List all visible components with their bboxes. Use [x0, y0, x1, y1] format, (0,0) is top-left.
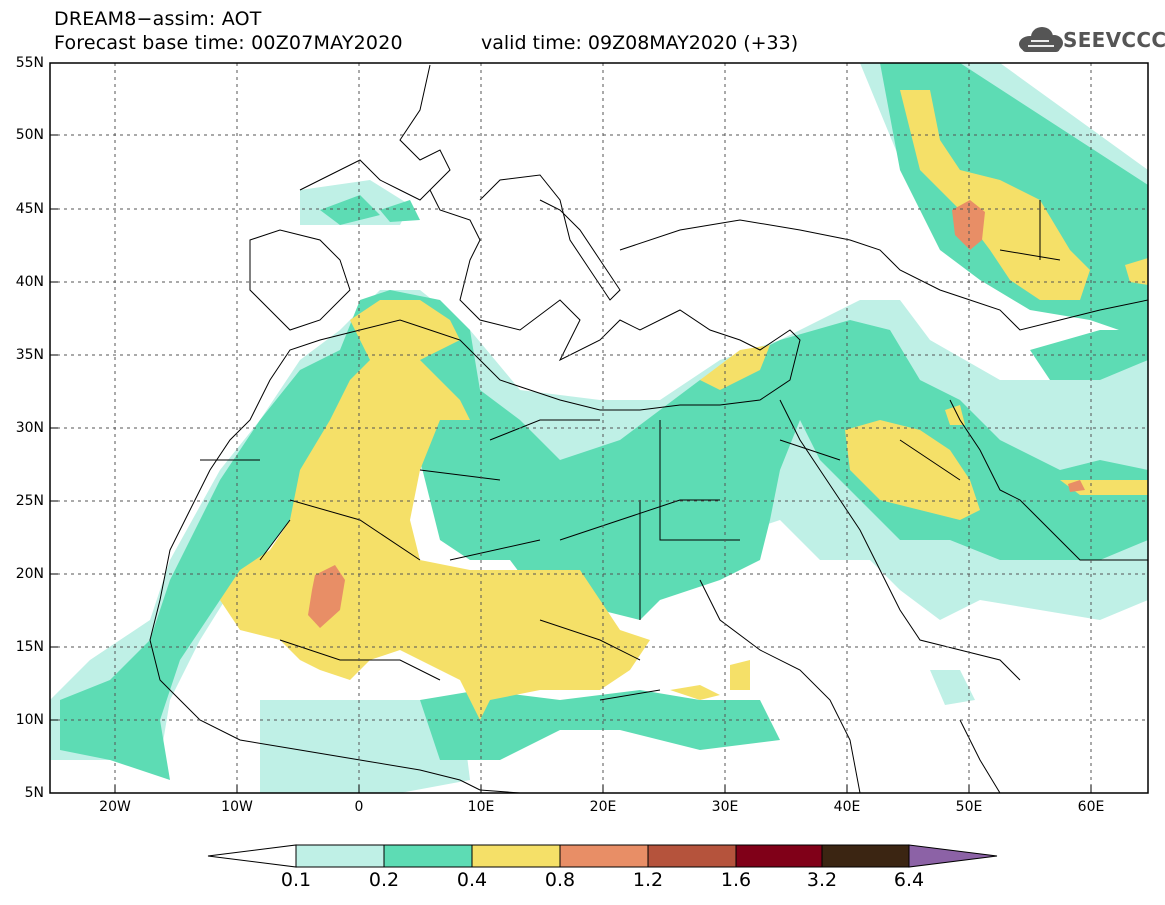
y-tick-label: 15N: [15, 639, 44, 655]
colorbar-label: 0.2: [368, 869, 400, 891]
forecast-base-time: Forecast base time: 00Z07MAY2020: [54, 32, 403, 54]
seevccc-logo: SEEVCCC: [1063, 28, 1165, 52]
valid-time: valid time: 09Z08MAY2020 (+33): [481, 32, 799, 54]
x-tick-label: 10W: [221, 799, 253, 815]
x-tick-label: 20E: [589, 799, 617, 815]
y-tick-label: 30N: [15, 420, 44, 436]
colorbar-label: 0.8: [544, 869, 576, 891]
colorbar-label: 1.2: [632, 869, 664, 891]
colorbar-label: 6.4: [893, 869, 925, 891]
axis-ticks: [50, 62, 1092, 794]
x-tick-label: 30E: [711, 799, 739, 815]
x-tick-label: 20W: [99, 799, 131, 815]
colorbar: [207, 844, 998, 868]
x-tick-label: 0: [354, 799, 364, 815]
x-tick-label: 10E: [467, 799, 495, 815]
map-title: DREAM8−assim: AOT: [54, 8, 262, 30]
x-tick-label: 40E: [833, 799, 861, 815]
colorbar-label: 0.1: [280, 869, 312, 891]
y-tick-label: 10N: [15, 712, 44, 728]
colorbar-label: 0.4: [456, 869, 488, 891]
gridlines: [50, 63, 1148, 793]
x-tick-label: 60E: [1077, 799, 1105, 815]
coastlines: [149, 64, 1148, 793]
x-tick-label: 50E: [955, 799, 983, 815]
y-tick-label: 25N: [15, 493, 44, 509]
colorbar-label: 3.2: [806, 869, 838, 891]
y-tick-label: 40N: [15, 274, 44, 290]
cloud-icon: [1019, 27, 1063, 52]
colorbar-label: 1.6: [720, 869, 752, 891]
y-tick-label: 20N: [15, 566, 44, 582]
y-tick-label: 55N: [15, 55, 44, 71]
y-tick-label: 5N: [24, 785, 44, 801]
y-tick-label: 35N: [15, 347, 44, 363]
y-tick-label: 50N: [15, 127, 44, 143]
y-tick-label: 45N: [15, 201, 44, 217]
